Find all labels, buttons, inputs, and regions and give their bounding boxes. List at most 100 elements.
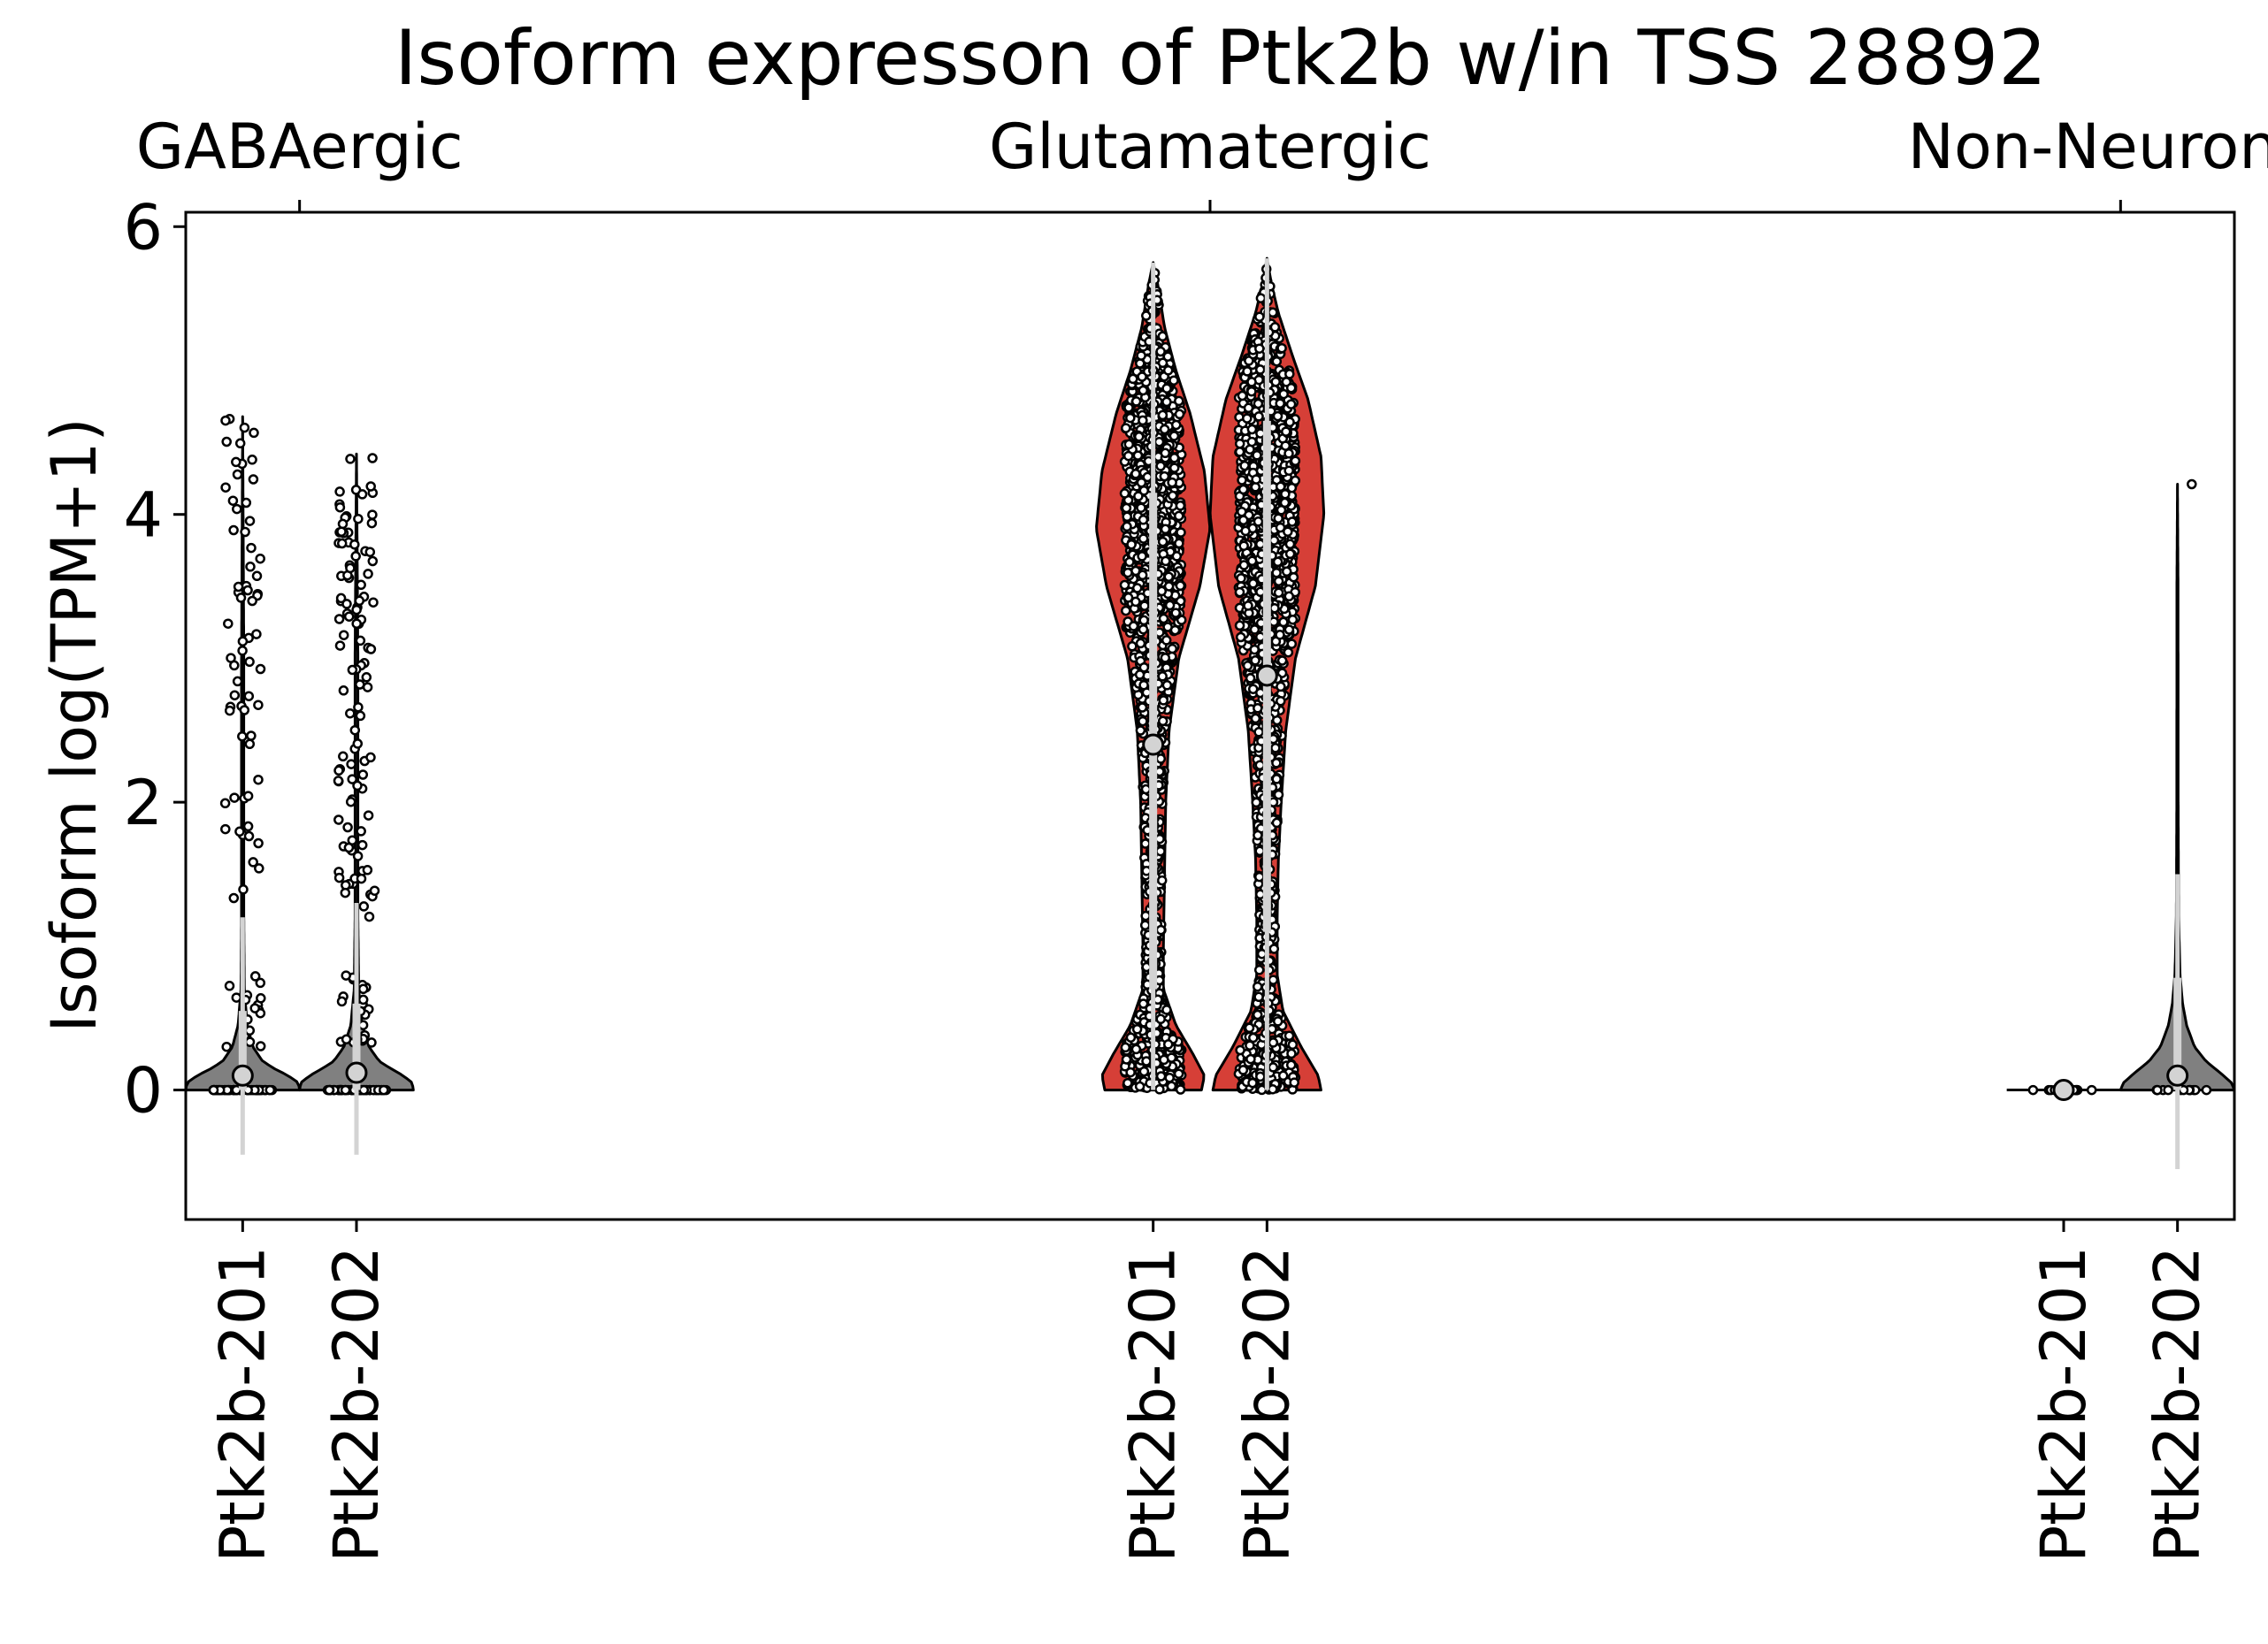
data-point: [1286, 1048, 1297, 1059]
data-point: [244, 738, 256, 750]
data-point: [248, 474, 259, 485]
data-point: [1276, 342, 1287, 354]
data-point: [255, 1041, 266, 1051]
data-point: [1157, 715, 1168, 727]
data-point: [1270, 376, 1281, 387]
data-point: [1123, 593, 1134, 603]
y-tick-label: 4: [123, 479, 163, 552]
data-point: [1123, 567, 1133, 578]
data-point: [1138, 533, 1149, 544]
data-point: [1283, 646, 1294, 658]
data-point: [247, 595, 257, 607]
data-point: [1272, 1016, 1283, 1027]
group-label: Non-Neuronal: [1908, 111, 2268, 183]
data-point: [353, 513, 364, 524]
data-point: [229, 792, 240, 803]
data-point: [1234, 438, 1245, 449]
data-point: [238, 884, 249, 895]
data-point: [1137, 570, 1148, 581]
data-point: [352, 738, 364, 749]
data-point: [1268, 1037, 1279, 1048]
data-point: [338, 751, 349, 762]
data-point: [355, 710, 366, 722]
data-point: [345, 796, 356, 807]
data-point: [1275, 398, 1285, 409]
data-point: [224, 981, 235, 991]
data-point: [341, 1034, 352, 1044]
data-point: [1119, 579, 1130, 591]
data-point: [1253, 398, 1264, 409]
x-tick-label: Ptk2b-201: [1117, 1246, 1190, 1563]
data-point: [351, 618, 362, 629]
data-point: [341, 970, 351, 981]
data-point: [346, 759, 356, 769]
group-label: Glutamatergic: [989, 111, 1431, 183]
data-point: [355, 679, 365, 690]
data-point: [358, 901, 370, 912]
data-point: [234, 438, 246, 449]
data-point: [1276, 695, 1286, 707]
data-point: [1234, 586, 1245, 598]
data-point: [244, 656, 255, 668]
data-point: [1160, 524, 1171, 535]
data-point: [239, 422, 250, 433]
data-point: [220, 482, 231, 493]
data-point: [1141, 1056, 1152, 1067]
data-point: [1284, 539, 1296, 549]
data-point: [1159, 470, 1170, 482]
data-point: [247, 455, 257, 465]
data-point: [1130, 469, 1141, 479]
data-point: [2086, 1084, 2097, 1096]
x-tick-label: Ptk2b-202: [320, 1246, 393, 1563]
data-point: [1280, 440, 1291, 451]
data-point: [1123, 1077, 1133, 1089]
data-point: [1170, 419, 1182, 431]
data-point: [1276, 681, 1286, 692]
data-point: [1247, 684, 1259, 694]
data-point: [1175, 501, 1186, 511]
data-point: [234, 826, 245, 837]
data-point: [341, 599, 352, 609]
data-point: [1168, 431, 1180, 441]
data-point: [343, 842, 355, 853]
data-point: [1279, 497, 1291, 508]
data-point: [1174, 538, 1184, 549]
data-point: [324, 1084, 335, 1096]
data-point: [1283, 1030, 1295, 1041]
data-point: [208, 1084, 219, 1096]
data-point: [1289, 1077, 1299, 1088]
data-point: [338, 685, 349, 696]
data-point: [1133, 491, 1144, 501]
data-point: [1155, 845, 1166, 857]
data-point: [1254, 760, 1266, 770]
data-point: [221, 1041, 232, 1052]
data-point: [1162, 622, 1173, 632]
data-point: [242, 791, 254, 801]
data-point: [1140, 910, 1151, 921]
data-point: [1168, 453, 1180, 463]
data-point: [1246, 386, 1257, 397]
data-point: [1163, 581, 1175, 592]
data-point: [333, 776, 344, 786]
data-point: [253, 700, 264, 710]
data-point: [1237, 515, 1249, 525]
data-point: [361, 672, 372, 683]
data-point: [1256, 948, 1268, 960]
data-point: [1268, 307, 1278, 318]
data-point: [1278, 616, 1289, 628]
data-point: [253, 837, 264, 849]
data-point: [221, 436, 232, 447]
data-point: [347, 774, 357, 784]
data-point: [1157, 671, 1168, 682]
violin-layer: [184, 256, 2236, 1092]
data-point: [1123, 450, 1134, 462]
data-point: [1159, 424, 1170, 435]
data-point: [1138, 415, 1148, 426]
data-point: [231, 992, 242, 1003]
data-point: [1252, 981, 1263, 992]
data-point: [1242, 661, 1253, 671]
data-point: [1131, 583, 1143, 593]
data-point: [358, 1084, 370, 1096]
data-point: [1242, 366, 1253, 377]
data-point: [1255, 1071, 1266, 1082]
